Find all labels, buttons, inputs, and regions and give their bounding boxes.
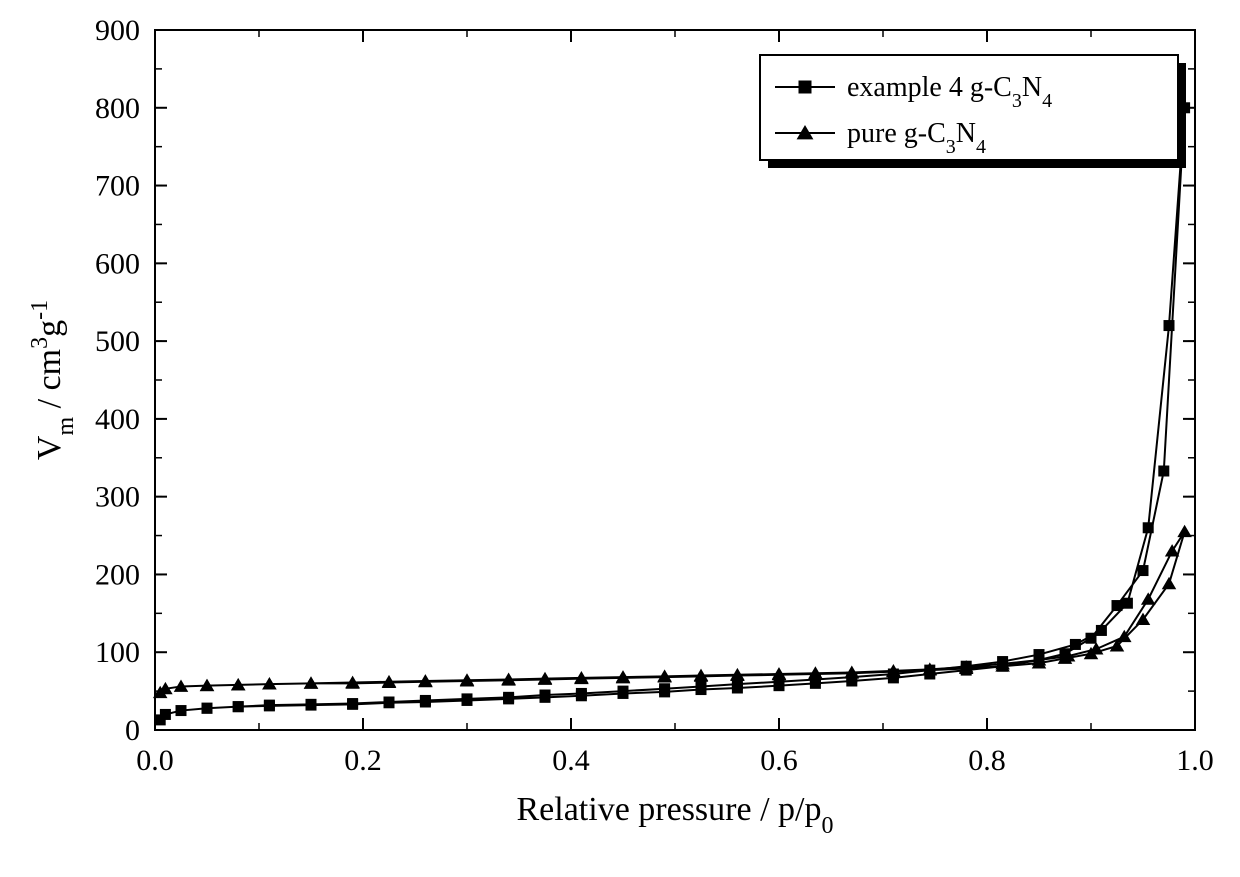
isotherm-chart: 0.0 0.2 0.4 0.6 0.8 1.0 0 100 200 300 400 500 600 700… — [0, 0, 1240, 877]
y-tick-label: 0 — [125, 714, 140, 747]
x-tick-label: 0.4 — [552, 744, 590, 777]
y-tick-label: 800 — [95, 92, 140, 125]
y-tick-label: 500 — [95, 325, 140, 358]
svg-text:Vm / cm3g-1: Vm / cm3g-1 — [27, 300, 79, 460]
x-tick-label: 0.8 — [968, 744, 1006, 777]
series-example4 — [155, 103, 1189, 725]
y-tick-label: 600 — [95, 247, 140, 280]
y-tick-label: 900 — [95, 14, 140, 47]
x-tick-label: 1.0 — [1176, 744, 1214, 777]
x-tick-label: 0.0 — [136, 744, 174, 777]
svg-text:Relative pressure / p/p0: Relative pressure / p/p0 — [517, 791, 834, 839]
y-tick-label: 100 — [95, 636, 140, 669]
chart-container: 0.0 0.2 0.4 0.6 0.8 1.0 0 100 200 300 400 500 600 700… — [0, 0, 1240, 877]
series-pure — [154, 526, 1191, 698]
x-axis-title: Relative pressure / p/p0 — [517, 791, 834, 839]
x-tick-label: 0.2 — [344, 744, 382, 777]
y-tick-label: 300 — [95, 481, 140, 514]
y-tick-label: 200 — [95, 558, 140, 591]
y-tick-label: 400 — [95, 403, 140, 436]
y-axis-title: Vm / cm3g-1 — [27, 300, 79, 460]
x-tick-label: 0.6 — [760, 744, 798, 777]
y-tick-label: 700 — [95, 170, 140, 203]
legend: example 4 g-C3N4pure g-C3N4 — [760, 55, 1186, 168]
